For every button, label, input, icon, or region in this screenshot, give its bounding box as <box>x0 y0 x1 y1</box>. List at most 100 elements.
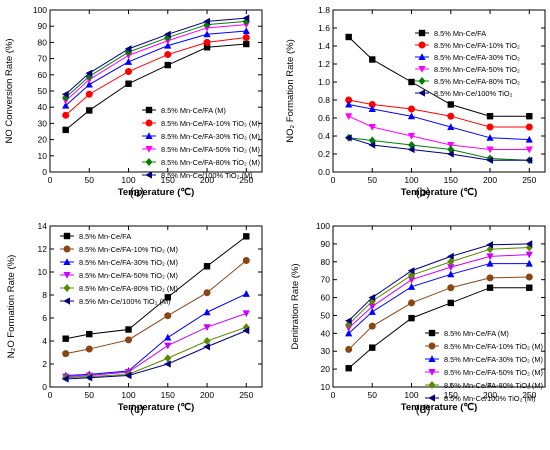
series-line <box>348 99 530 128</box>
data-point <box>368 124 376 131</box>
data-point <box>368 101 376 108</box>
data-point <box>447 142 455 149</box>
legend-label: 8.5% Mn-Ce/100% TiO₂ (M) <box>161 171 253 180</box>
series-line <box>348 104 530 141</box>
y-tick-label: 10 <box>38 267 48 277</box>
data-point <box>447 284 455 292</box>
data-point <box>85 80 93 88</box>
y-tick-label: 8 <box>42 290 47 300</box>
data-point <box>62 350 70 358</box>
y-tick-label: 20 <box>321 364 331 374</box>
y-tick-label: 90 <box>38 21 48 31</box>
y-tick-label: 50 <box>321 310 331 320</box>
legend-marker <box>418 89 425 97</box>
data-point <box>163 30 171 38</box>
data-point <box>368 141 376 149</box>
data-point <box>203 324 211 331</box>
data-point <box>164 61 171 69</box>
series-line <box>348 243 530 322</box>
series-line <box>348 263 530 334</box>
data-point <box>344 134 352 142</box>
data-point <box>447 264 455 271</box>
chart-panel-a: 0 50 100 150 200 250 0 10 20 30 40 50 60 70 80 90 100 Tem… <box>4 5 263 199</box>
x-axis-label: Temperature (℃) <box>401 187 477 198</box>
panel-label: (b) <box>416 185 431 199</box>
data-point <box>203 17 211 25</box>
data-point <box>203 337 211 345</box>
data-point <box>447 257 455 266</box>
series-line <box>348 287 530 369</box>
data-point <box>408 105 416 113</box>
data-point <box>486 259 494 267</box>
legend-label: 8.5% Mn-Ce/FA-50% TiO₂ <box>434 65 520 74</box>
legend-marker <box>428 381 436 389</box>
x-tick-label: 150 <box>161 175 175 185</box>
data-point <box>345 365 352 372</box>
legend-label: 8.5% Mn-Ce/FA-50% TiO₂ (M) <box>79 271 178 280</box>
legend-marker <box>145 106 153 114</box>
y-tick-label: 0.8 <box>318 95 330 105</box>
legend-marker <box>418 66 426 73</box>
data-point <box>344 317 352 325</box>
data-point <box>486 284 494 291</box>
data-point <box>125 80 132 87</box>
y-tick-label: 80 <box>38 37 48 47</box>
data-point <box>62 111 70 119</box>
y-tick-label: 70 <box>38 54 48 64</box>
legend-marker <box>145 171 152 179</box>
series-line <box>348 137 530 161</box>
data-point <box>242 290 250 297</box>
data-point <box>203 289 211 297</box>
series-line <box>65 312 247 378</box>
legend-label: 8.5% Mn-Ce/FA-30% TiO₂ (M) <box>161 132 260 141</box>
legend-marker <box>428 355 436 362</box>
data-point <box>486 156 494 164</box>
legend-marker <box>63 297 70 305</box>
x-tick-label: 50 <box>85 175 95 185</box>
plot-frame <box>332 9 546 173</box>
y-axis-label: Denitration Rate (%) <box>290 263 301 349</box>
data-point <box>345 345 353 353</box>
y-tick-label: 0.4 <box>318 131 330 141</box>
data-point <box>345 329 353 337</box>
data-point <box>345 33 352 41</box>
data-point <box>486 146 494 154</box>
legend-label: 8.5% Mn-Ce/FA-10% TiO₂ (M) <box>79 245 178 254</box>
y-axis-label: N₂O Formation Rate (%) <box>6 255 17 358</box>
series-line <box>65 235 247 340</box>
legend-label: 8.5% Mn-Ce/FA-80% TiO₂ (M) <box>79 284 178 293</box>
data-point <box>203 343 211 351</box>
y-tick-label: 1.4 <box>318 41 330 51</box>
data-point <box>486 253 494 261</box>
data-point <box>85 90 93 98</box>
data-point <box>368 105 376 112</box>
legend-marker <box>428 342 436 350</box>
legend-marker <box>418 53 426 60</box>
data-point <box>407 267 415 275</box>
data-point <box>124 58 133 65</box>
series-line <box>348 137 530 161</box>
x-tick-label: 0 <box>331 175 336 185</box>
x-tick-label: 50 <box>368 175 378 185</box>
y-tick-label: 60 <box>321 293 331 303</box>
y-tick-label: 60 <box>38 70 48 80</box>
plot-frame <box>49 225 263 388</box>
legend-label: 8.5% Mn-Ce/FA-80% TiO₂ <box>434 77 520 86</box>
x-tick-label: 100 <box>404 175 418 185</box>
data-point <box>447 270 455 278</box>
data-point <box>242 27 250 35</box>
data-point <box>124 45 132 53</box>
x-tick-label: 0 <box>48 390 53 400</box>
y-axis-label: NO₂ Formation Rate (%) <box>285 39 296 142</box>
y-axis-label: NO Conversion Rate (%) <box>4 38 15 143</box>
data-point <box>125 336 133 344</box>
data-point <box>369 344 376 351</box>
x-tick-label: 50 <box>368 390 378 400</box>
series-line <box>348 36 530 117</box>
y-tick-label: 4 <box>42 336 47 346</box>
legend-label: 8.5% Mn-Ce/FA-10% TiO₂ <box>434 41 520 50</box>
legend-marker <box>145 158 153 166</box>
legend-marker <box>428 394 435 402</box>
data-point <box>85 345 93 353</box>
legend-label: 8.5% Mn-Ce/FA <box>434 29 486 38</box>
